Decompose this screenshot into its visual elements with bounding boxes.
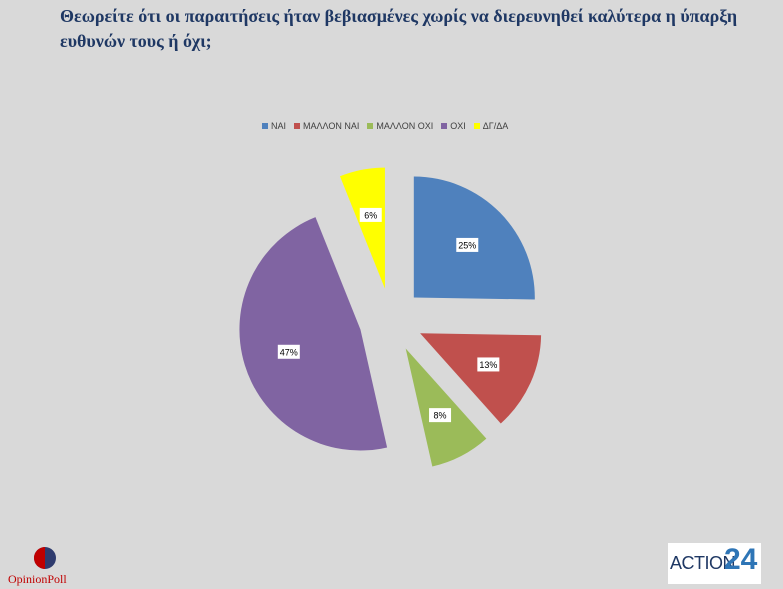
chart-legend: ΝΑΙ ΜΑΛΛΟΝ ΝΑΙ ΜΑΛΛΟΝ ΟΧΙ ΟΧΙ ΔΓ/ΔΑ — [262, 119, 516, 133]
legend-item: ΔΓ/ΔΑ — [473, 121, 509, 131]
action24-logo-number: 24 — [724, 543, 758, 576]
data-label: 47% — [277, 344, 300, 359]
legend-label: ΜΑΛΛΟΝ ΟΧΙ — [376, 121, 434, 131]
data-label-box — [456, 237, 479, 252]
legend-item: ΝΑΙ — [262, 121, 286, 131]
legend-label: ΔΓ/ΔΑ — [482, 121, 509, 131]
legend-swatch — [262, 123, 268, 129]
data-label-box — [277, 344, 300, 359]
opinionpoll-logo-icon — [34, 547, 56, 569]
data-label: 25% — [456, 237, 479, 252]
data-label-text: 13% — [479, 360, 497, 370]
chart-title: Θεωρείτε ότι οι παραιτήσεις ήταν βεβιασμ… — [60, 6, 738, 51]
legend-swatch — [367, 123, 374, 129]
legend-swatch — [441, 123, 448, 129]
data-label: 13% — [477, 357, 500, 372]
data-label-box — [429, 408, 452, 423]
pie-slice — [420, 333, 542, 424]
data-label-box — [359, 207, 382, 222]
legend-swatch — [473, 123, 480, 129]
data-label-text: 6% — [364, 210, 377, 220]
action24-logo-text: ACTION — [670, 553, 736, 573]
data-label: 8% — [429, 408, 452, 423]
data-label-box — [477, 357, 500, 372]
pie-slice — [405, 348, 487, 467]
data-label: 6% — [359, 207, 382, 222]
data-label-text: 8% — [434, 411, 447, 421]
pie-slice — [239, 217, 388, 451]
legend-label: ΝΑΙ — [271, 121, 287, 131]
legend-item: ΜΑΛΛΟΝ ΟΧΙ — [367, 121, 433, 131]
opinionpoll-logo-text: OpinionPoll — [8, 572, 67, 586]
pie-slice — [339, 167, 385, 289]
action24-logo: ACTION 24 — [668, 543, 761, 584]
legend-label: ΟΧΙ — [450, 121, 466, 131]
opinionpoll-logo: OpinionPoll — [8, 543, 88, 589]
data-label-text: 25% — [458, 240, 476, 250]
legend-label: ΜΑΛΛΟΝ ΝΑΙ — [303, 121, 360, 131]
legend-swatch — [294, 123, 301, 129]
legend-item: ΜΑΛΛΟΝ ΝΑΙ — [294, 121, 359, 131]
legend-item: ΟΧΙ — [441, 121, 466, 131]
data-label-text: 47% — [280, 347, 298, 357]
